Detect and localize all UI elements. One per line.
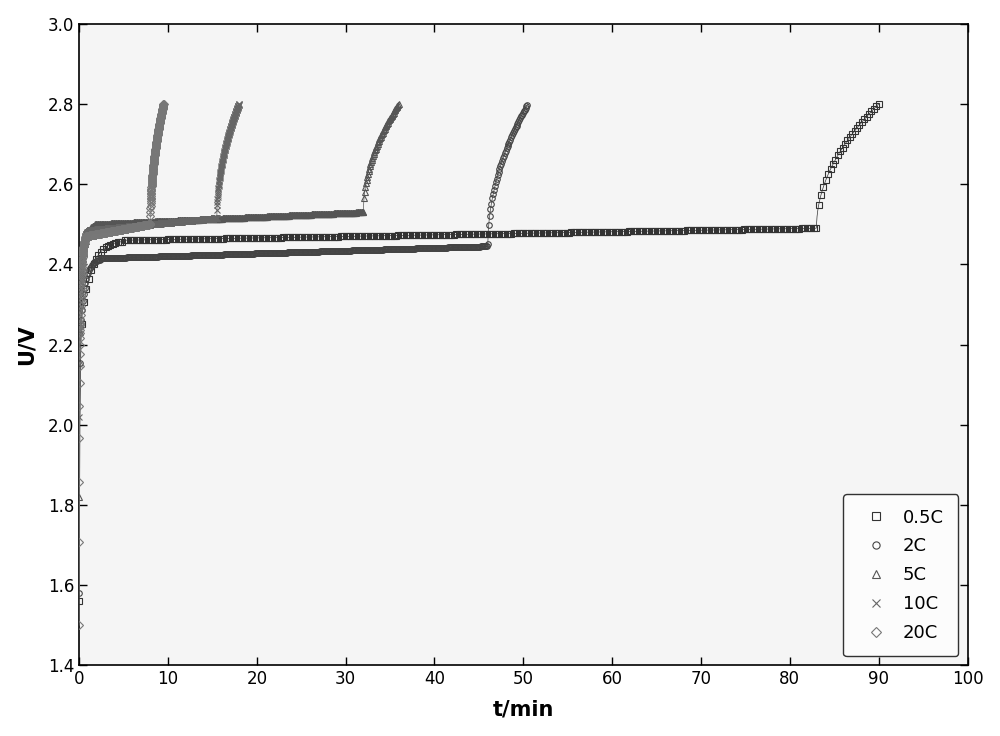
2C (521, 100, 533, 109)
20C (158, 99, 170, 108)
10C (183, 216, 195, 225)
0.5C (873, 99, 885, 108)
0.5C (73, 597, 85, 606)
20C (107, 227, 119, 236)
2C (340, 247, 352, 255)
10C (201, 215, 213, 224)
10C (198, 215, 210, 224)
20C (131, 222, 143, 231)
0.5C (378, 231, 390, 240)
5C (263, 212, 275, 221)
10C (138, 221, 150, 230)
20C (73, 621, 85, 630)
Line: 20C: 20C (76, 101, 166, 628)
0.5C (239, 234, 251, 243)
0.5C (592, 227, 604, 236)
Line: 10C: 10C (76, 101, 242, 420)
5C (225, 213, 237, 222)
10C (144, 220, 156, 229)
2C (316, 247, 328, 256)
2C (440, 243, 452, 252)
10C (73, 412, 85, 421)
2C (286, 248, 298, 257)
Legend: 0.5C, 2C, 5C, 10C, 20C: 0.5C, 2C, 5C, 10C, 20C (843, 494, 958, 657)
20C (110, 226, 122, 235)
2C (289, 248, 301, 257)
0.5C (544, 228, 556, 237)
5C (335, 209, 347, 218)
0.5C (757, 224, 769, 233)
5C (393, 100, 405, 109)
20C (139, 221, 151, 230)
0.5C (517, 229, 529, 238)
2C (511, 121, 523, 130)
X-axis label: t/min: t/min (493, 699, 554, 719)
20C (82, 232, 94, 241)
10C (233, 99, 245, 108)
Line: 0.5C: 0.5C (76, 101, 881, 604)
Y-axis label: U/V: U/V (17, 324, 37, 365)
5C (246, 213, 258, 222)
Line: 5C: 5C (76, 102, 401, 500)
5C (385, 113, 397, 121)
Line: 2C: 2C (76, 102, 530, 596)
5C (73, 492, 85, 501)
2C (73, 589, 85, 598)
5C (227, 213, 239, 222)
10C (89, 225, 101, 234)
20C (140, 221, 152, 230)
